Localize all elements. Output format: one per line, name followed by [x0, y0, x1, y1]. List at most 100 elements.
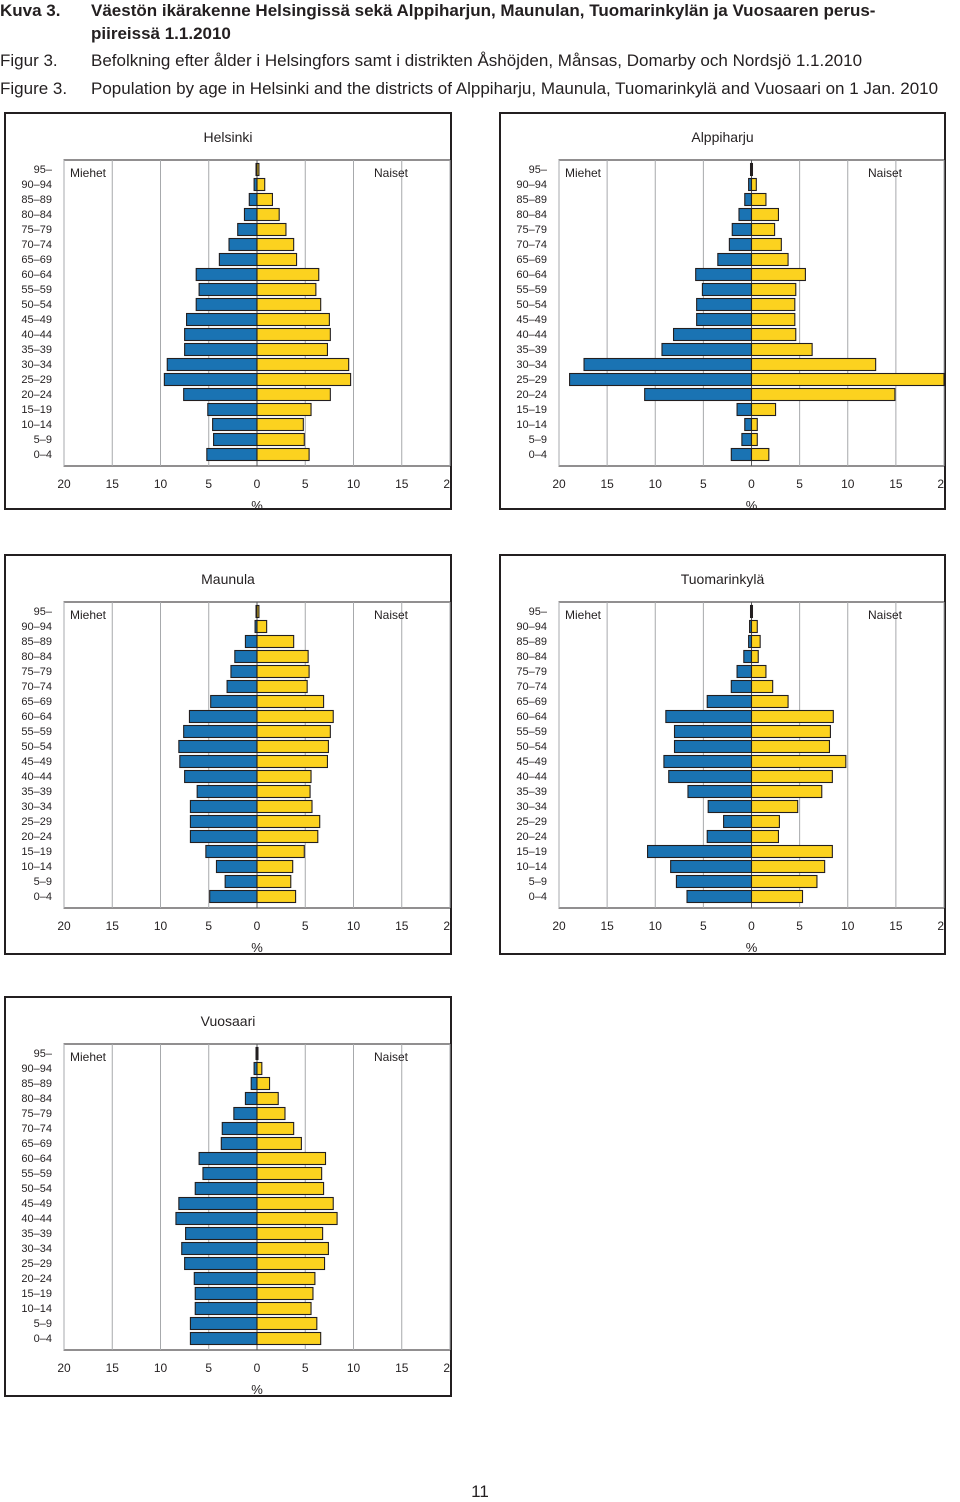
x-tick-label: 20	[443, 477, 452, 491]
bar-women	[256, 1091, 279, 1106]
bar-women	[750, 634, 761, 649]
chart-title: Alppiharju	[691, 129, 753, 145]
x-tick-label: 20	[552, 477, 566, 491]
x-axis-label: %	[251, 1382, 263, 1397]
pyramid-svg: Alppiharju Miehet Naiset 95– 90–94 85–89 80–84…	[499, 112, 946, 510]
x-tick-label: 15	[106, 477, 120, 491]
bar-women	[750, 372, 945, 387]
age-label: 35–39	[21, 344, 52, 356]
bar-men	[166, 357, 258, 372]
bar-men	[706, 694, 753, 709]
age-label: 95–	[529, 606, 548, 618]
bar-women	[256, 387, 331, 402]
bar-men	[224, 874, 258, 889]
age-label: 10–14	[516, 419, 547, 431]
age-label: 20–24	[21, 831, 52, 843]
bar-men	[209, 889, 258, 904]
bar-men	[178, 739, 258, 754]
age-label: 25–29	[21, 374, 52, 386]
bar-women	[750, 739, 831, 754]
legend-men: Miehet	[565, 608, 602, 622]
bar-women	[750, 237, 782, 252]
bar-women	[256, 1271, 316, 1286]
x-tick-label: 0	[254, 919, 261, 933]
age-label: 40–44	[516, 771, 547, 783]
chart-maunula: Maunula Miehet Naiset 95– 90–94 85–89 80–84 75–…	[4, 554, 452, 955]
age-label: 5–9	[34, 876, 52, 888]
bar-men	[237, 222, 258, 237]
bar-men	[673, 739, 753, 754]
bar-women	[750, 222, 776, 237]
x-tick-label: 20	[443, 919, 452, 933]
bar-men	[248, 192, 258, 207]
bar-women	[750, 784, 823, 799]
age-label: 15–19	[21, 404, 52, 416]
age-label: 80–84	[21, 651, 52, 663]
bar-women	[256, 207, 280, 222]
x-tick-label: 10	[347, 477, 361, 491]
bar-men	[212, 417, 258, 432]
bar-men	[185, 1226, 258, 1241]
age-label: 75–79	[516, 666, 547, 678]
x-tick-label: 20	[937, 919, 946, 933]
caption-text-1: Väestön ikärakenne Helsingissä sekä Alpp…	[91, 1, 876, 20]
age-label: 5–9	[34, 1318, 52, 1330]
age-label: 25–29	[21, 816, 52, 828]
x-tick-label: 20	[443, 1361, 452, 1375]
age-label: 5–9	[529, 876, 547, 888]
bar-men	[230, 664, 258, 679]
chart-alppiharju: Alppiharju Miehet Naiset 95– 90–94 85–89 80–84…	[499, 112, 946, 510]
bar-men	[741, 432, 753, 447]
age-label: 80–84	[516, 651, 547, 663]
age-label: 30–34	[21, 359, 52, 371]
bar-women	[750, 387, 896, 402]
age-label: 45–49	[21, 756, 52, 768]
bar-women	[256, 754, 328, 769]
age-label: 65–69	[516, 696, 547, 708]
age-label: 40–44	[21, 771, 52, 783]
age-label: 95–	[529, 164, 548, 176]
bar-women	[256, 679, 308, 694]
bar-women	[256, 604, 260, 619]
age-label: 65–69	[21, 1138, 52, 1150]
legend-women: Naiset	[868, 166, 903, 180]
bar-men	[186, 312, 258, 327]
bar-men	[215, 859, 258, 874]
bar-men	[194, 1301, 258, 1316]
bar-men	[189, 1331, 258, 1346]
chart-frame	[4, 554, 452, 955]
x-axis-label: %	[746, 498, 758, 510]
age-label: 85–89	[21, 1078, 52, 1090]
bar-men	[233, 1106, 258, 1121]
age-label: 60–64	[516, 711, 547, 723]
bar-men	[210, 694, 258, 709]
bar-men	[695, 267, 753, 282]
bar-men	[226, 679, 258, 694]
x-tick-label: 20	[57, 477, 71, 491]
bar-men	[736, 664, 753, 679]
x-tick-label: 15	[395, 1361, 409, 1375]
bar-men	[244, 634, 258, 649]
bar-women	[256, 1046, 259, 1061]
age-label: 80–84	[21, 1093, 52, 1105]
x-tick-label: 5	[796, 919, 803, 933]
x-tick-label: 10	[347, 919, 361, 933]
bar-men	[175, 1211, 258, 1226]
age-label: 90–94	[516, 621, 547, 633]
caption-text-4: Population by age in Helsinki and the di…	[91, 79, 939, 98]
bar-men	[717, 252, 753, 267]
legend-men: Miehet	[70, 1050, 107, 1064]
bar-men	[243, 207, 258, 222]
bar-men	[744, 192, 753, 207]
bar-women	[256, 1181, 325, 1196]
bar-women	[256, 1151, 327, 1166]
bar-women	[256, 342, 328, 357]
bar-men	[196, 784, 258, 799]
bar-women	[256, 177, 266, 192]
bar-men	[686, 889, 753, 904]
age-label: 65–69	[21, 254, 52, 266]
x-tick-label: 5	[205, 919, 212, 933]
page-number: 11	[471, 1482, 489, 1501]
x-tick-label: 15	[889, 919, 903, 933]
bar-men	[202, 1166, 258, 1181]
